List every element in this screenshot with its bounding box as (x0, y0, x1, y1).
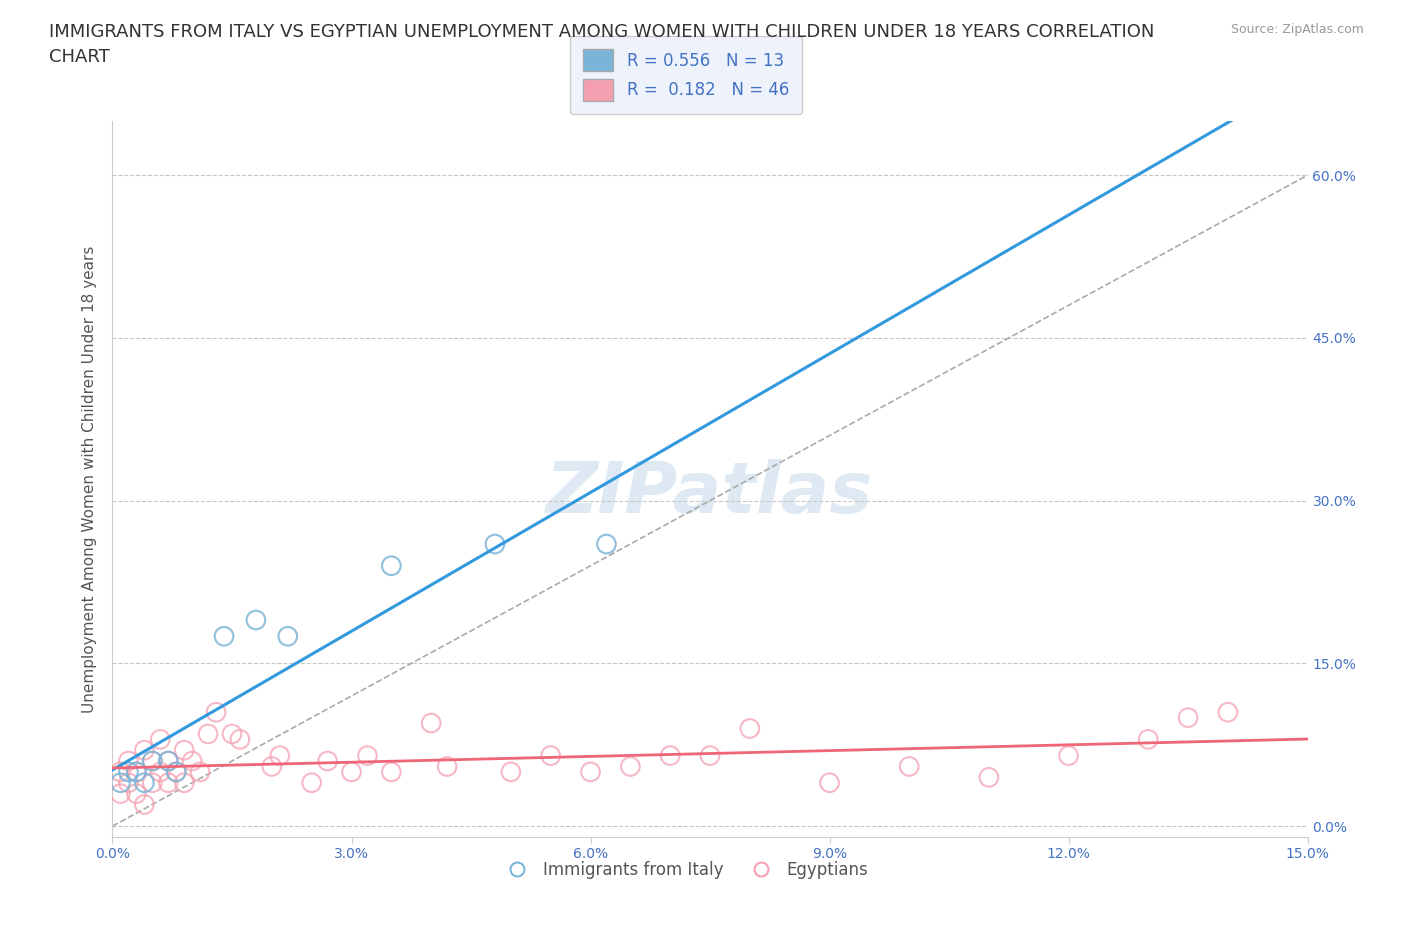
Point (260, 759, 283, 774)
Point (977, 770, 1000, 785)
Point (141, 776, 163, 790)
Point (699, 748, 721, 763)
Point (157, 753, 180, 768)
Text: Source: ZipAtlas.com: Source: ZipAtlas.com (1230, 23, 1364, 36)
Point (229, 732, 252, 747)
Point (738, 721, 761, 736)
Point (540, 748, 562, 763)
Point (149, 764, 172, 779)
Point (245, 613, 267, 628)
Text: IMMIGRANTS FROM ITALY VS EGYPTIAN UNEMPLOYMENT AMONG WOMEN WITH CHILDREN UNDER 1: IMMIGRANTS FROM ITALY VS EGYPTIAN UNEMPL… (49, 23, 1154, 41)
Point (134, 776, 156, 790)
Point (117, 776, 139, 790)
Point (420, 716, 443, 731)
Point (484, 537, 506, 551)
Point (117, 764, 139, 779)
Point (141, 753, 163, 768)
Point (277, 629, 299, 644)
Point (134, 797, 156, 812)
Point (619, 759, 641, 774)
Point (340, 764, 363, 779)
Point (197, 726, 219, 741)
Point (110, 764, 132, 779)
Point (316, 753, 339, 768)
Point (1177, 711, 1199, 725)
Point (149, 732, 172, 747)
Point (1216, 705, 1239, 720)
Point (818, 776, 841, 790)
Point (436, 759, 458, 774)
Legend: Immigrants from Italy, Egyptians: Immigrants from Italy, Egyptians (498, 855, 875, 886)
Point (157, 753, 180, 768)
Point (173, 743, 195, 758)
Point (110, 786, 132, 801)
Point (659, 748, 682, 763)
Point (356, 748, 378, 763)
Point (134, 743, 156, 758)
Point (380, 764, 402, 779)
Point (125, 764, 148, 779)
Point (595, 537, 617, 551)
Point (165, 764, 187, 779)
Point (205, 705, 228, 720)
Point (117, 753, 139, 768)
Point (181, 753, 204, 768)
Point (579, 764, 602, 779)
Point (221, 726, 243, 741)
Point (301, 776, 323, 790)
Point (499, 764, 522, 779)
Point (125, 786, 148, 801)
Point (380, 558, 402, 573)
Point (165, 764, 187, 779)
Text: CHART: CHART (49, 48, 110, 66)
Point (1057, 748, 1080, 763)
Point (173, 776, 195, 790)
Point (269, 748, 291, 763)
Point (141, 753, 163, 768)
Point (110, 776, 132, 790)
Point (188, 764, 211, 779)
Point (212, 629, 235, 644)
Y-axis label: Unemployment Among Women with Children Under 18 years: Unemployment Among Women with Children U… (82, 246, 97, 712)
Text: ZIPatlas: ZIPatlas (547, 458, 873, 527)
Point (125, 764, 148, 779)
Point (898, 759, 921, 774)
Point (1137, 732, 1160, 747)
Point (157, 776, 180, 790)
